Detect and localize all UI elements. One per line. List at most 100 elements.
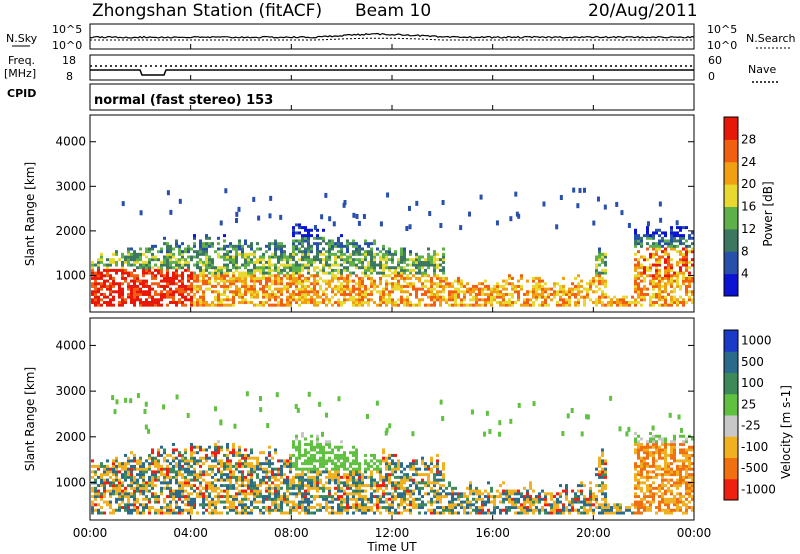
heatmap-cell bbox=[652, 440, 655, 444]
heatmap-cell bbox=[205, 242, 208, 246]
heatmap-cell bbox=[652, 459, 655, 463]
heatmap-cell bbox=[385, 464, 388, 468]
heatmap-cell bbox=[601, 492, 604, 496]
heatmap-cell bbox=[619, 503, 622, 507]
heatmap-cell bbox=[634, 484, 637, 488]
heatmap-cell bbox=[394, 266, 397, 270]
heatmap-cell bbox=[241, 276, 244, 280]
heatmap-cell bbox=[679, 271, 682, 275]
heatmap-cell bbox=[397, 464, 400, 468]
heatmap-cell bbox=[655, 247, 658, 251]
heatmap-cell bbox=[595, 279, 598, 283]
heatmap-cell bbox=[469, 303, 472, 307]
heatmap-cell bbox=[169, 295, 172, 299]
heatmap-cell bbox=[292, 263, 295, 267]
heatmap-cell bbox=[262, 287, 265, 291]
heatmap-cell bbox=[106, 489, 109, 493]
heatmap-cell bbox=[253, 492, 256, 496]
heatmap-cell bbox=[283, 511, 286, 515]
heatmap-cell bbox=[463, 295, 466, 299]
heatmap-cell bbox=[664, 445, 667, 449]
heatmap-cell bbox=[640, 298, 643, 302]
heatmap-cell bbox=[346, 484, 349, 488]
heatmap-cell bbox=[196, 478, 199, 482]
heatmap-cell bbox=[364, 242, 367, 246]
heatmap-cell bbox=[223, 506, 226, 510]
heatmap-cell bbox=[532, 295, 535, 299]
heatmap-cell bbox=[391, 511, 394, 515]
heatmap-cell bbox=[324, 192, 328, 198]
heatmap-cell bbox=[424, 511, 427, 515]
heatmap-cell bbox=[250, 279, 253, 283]
heatmap-cell bbox=[112, 484, 115, 488]
heatmap-cell bbox=[661, 492, 664, 496]
heatmap-cell bbox=[376, 263, 379, 267]
heatmap-cell bbox=[100, 284, 103, 288]
heatmap-cell bbox=[571, 508, 574, 512]
heatmap-cell bbox=[511, 492, 514, 496]
heatmap-cell bbox=[673, 295, 676, 299]
heatmap-cell bbox=[193, 456, 196, 460]
heatmap-cell bbox=[268, 295, 271, 299]
heatmap-cell bbox=[652, 242, 655, 246]
heatmap-cell bbox=[514, 300, 517, 304]
heatmap-cell bbox=[640, 467, 643, 471]
heatmap-cell bbox=[652, 282, 655, 286]
heatmap-cell bbox=[202, 448, 205, 452]
heatmap-cell bbox=[511, 292, 514, 296]
heatmap-cell bbox=[238, 295, 241, 299]
heatmap-cell bbox=[214, 303, 217, 307]
heatmap-cell bbox=[349, 290, 352, 294]
heatmap-cell bbox=[136, 486, 139, 490]
heatmap-cell bbox=[172, 489, 175, 493]
heatmap-cell bbox=[601, 295, 604, 299]
heatmap-cell bbox=[265, 244, 268, 248]
heatmap-cell bbox=[595, 290, 598, 294]
heatmap-cell bbox=[319, 478, 322, 482]
heatmap-cell bbox=[535, 290, 538, 294]
heatmap-cell bbox=[106, 266, 109, 270]
heatmap-cell bbox=[280, 511, 283, 515]
heatmap-cell bbox=[499, 495, 502, 499]
heatmap-cell bbox=[367, 260, 370, 264]
heatmap-cell bbox=[250, 276, 253, 280]
heatmap-cell bbox=[130, 258, 133, 262]
heatmap-cell bbox=[400, 464, 403, 468]
heatmap-cell bbox=[415, 497, 418, 501]
heatmap-cell bbox=[640, 500, 643, 504]
heatmap-cell bbox=[193, 489, 196, 493]
heatmap-cell bbox=[544, 492, 547, 496]
heatmap-cell bbox=[94, 503, 97, 507]
heatmap-cell bbox=[649, 440, 652, 444]
heatmap-cell bbox=[484, 303, 487, 307]
heatmap-cell bbox=[115, 260, 118, 264]
heatmap-cell bbox=[172, 467, 175, 471]
heatmap-cell bbox=[634, 263, 637, 267]
heatmap-cell bbox=[358, 292, 361, 296]
heatmap-cell bbox=[118, 508, 121, 512]
heatmap-cell bbox=[403, 266, 406, 270]
heatmap-cell bbox=[673, 231, 676, 235]
heatmap-cell bbox=[256, 279, 259, 283]
heatmap-cell bbox=[232, 453, 235, 457]
heatmap-cell bbox=[436, 266, 439, 270]
heatmap-cell bbox=[370, 486, 373, 490]
heatmap-cell bbox=[421, 263, 424, 267]
heatmap-cell bbox=[193, 478, 196, 482]
heatmap-cell bbox=[253, 470, 256, 474]
heatmap-cell bbox=[256, 489, 259, 493]
heatmap-cell bbox=[169, 462, 172, 466]
heatmap-cell bbox=[469, 484, 472, 488]
heatmap-cell bbox=[241, 250, 244, 254]
heatmap-cell bbox=[286, 295, 289, 299]
heatmap-cell bbox=[151, 473, 154, 477]
heatmap-cell bbox=[361, 276, 364, 280]
heatmap-cell bbox=[655, 274, 658, 278]
heatmap-cell bbox=[649, 489, 652, 493]
heatmap-cell bbox=[118, 284, 121, 288]
heatmap-cell bbox=[298, 451, 301, 455]
heatmap-cell bbox=[100, 298, 103, 302]
heatmap-cell bbox=[265, 459, 268, 463]
heatmap-cell bbox=[295, 437, 298, 441]
heatmap-cell bbox=[214, 266, 217, 270]
